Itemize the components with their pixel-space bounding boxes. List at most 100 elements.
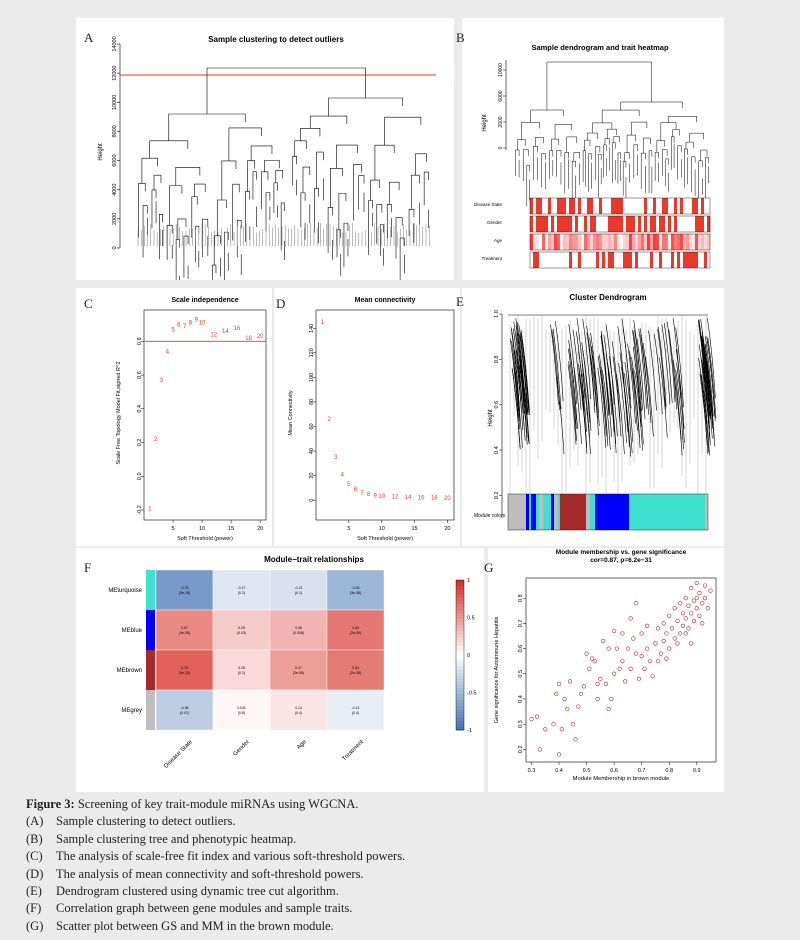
- panel-e-branch: [509, 338, 519, 419]
- data-point: [689, 641, 694, 646]
- panel-a-branch: [338, 193, 347, 230]
- panel-b-heat-cell: [530, 216, 534, 232]
- panel-b-heat-cell: [578, 234, 582, 250]
- panel-a-branch: [212, 264, 217, 276]
- panel-b-heat-cell: [596, 216, 600, 232]
- data-point: [678, 631, 683, 636]
- y-tick-label: 0.0: [137, 472, 143, 480]
- panel-b-heat-cell: [539, 198, 543, 214]
- legend-gradient-step: [456, 658, 464, 662]
- panel-b-heat-cell: [608, 234, 612, 250]
- panel-b-heat-cell: [575, 252, 579, 268]
- legend-gradient-step: [456, 622, 464, 626]
- panel-a-branch: [216, 199, 227, 236]
- panel-a-branch: [142, 205, 148, 240]
- panel-e-branch: [612, 356, 622, 437]
- data-point: [639, 654, 644, 659]
- y-tick-label: 0.5: [518, 670, 524, 678]
- panel-b-heat-cell: [677, 216, 681, 232]
- panel-e-branch: [661, 324, 671, 405]
- panel-b-heat-cell: [554, 252, 558, 268]
- panel-b-branch: [566, 136, 577, 153]
- panel-b-heat-cell: [533, 216, 537, 232]
- data-point-label: 14: [222, 329, 229, 335]
- panel-a-branch: [280, 202, 285, 236]
- panel-b-branch: [586, 132, 598, 141]
- panel-b-heat-cell: [572, 252, 576, 268]
- panel-b-heat-cell: [656, 252, 660, 268]
- y-tick-label: 0.8: [518, 594, 524, 602]
- panel-e-branch: [635, 364, 644, 445]
- panel-b-heat-cell: [557, 252, 561, 268]
- caption-item-text: Scatter plot between GS and MM in the br…: [56, 918, 334, 933]
- data-point: [667, 613, 672, 618]
- heatmap-cell-value: -0.36: [181, 706, 189, 710]
- module-row-label: MEblue: [122, 628, 143, 634]
- panel-e-branch: [698, 358, 707, 439]
- panel-b-heat-cell: [644, 252, 648, 268]
- module-row-label: MEgrey: [121, 708, 142, 714]
- heatmap-cell: [269, 609, 328, 651]
- panel-e-branch: [654, 334, 663, 415]
- panel-b-branch: [601, 109, 640, 123]
- y-tick-label: 20: [309, 473, 315, 479]
- panel-e-branch: [611, 341, 621, 422]
- panel-e-branch: [623, 373, 633, 454]
- panel-b-heat-cell: [647, 252, 651, 268]
- panel-g: Module membership vs. gene significance c…: [488, 548, 724, 792]
- data-point-label: 7: [360, 491, 364, 497]
- heatmap-cell: [155, 649, 214, 691]
- panel-b-heat-cell: [575, 198, 579, 214]
- panel-b-heat-cell: [683, 216, 687, 232]
- legend-gradient-step: [456, 667, 464, 671]
- panel-e-branch: [581, 342, 591, 423]
- panel-b-tick-label: 2000: [498, 116, 504, 127]
- panel-b-heat-cell: [650, 216, 654, 232]
- panel-e: Cluster Dendrogram Height 0.2 0.4 0.6 0.8 1.…: [462, 288, 724, 546]
- panel-b-heat-cell: [689, 252, 693, 268]
- caption-item-text: The analysis of scale-free fit index and…: [56, 849, 406, 864]
- panel-b-heat-cell: [668, 198, 672, 214]
- panel-e-branch: [511, 349, 521, 430]
- data-point: [620, 631, 625, 636]
- data-point: [691, 618, 697, 623]
- panel-b-heat-cell: [557, 234, 561, 250]
- panel-b-ticks: 0 2000 6000 10000: [498, 63, 506, 149]
- panel-b-heat-cell: [689, 216, 693, 232]
- legend-gradient-step: [456, 604, 464, 608]
- heatmap-cell-value: 0.12: [295, 706, 302, 710]
- panel-e-branch: [700, 372, 709, 453]
- panel-b-heat-cell: [668, 216, 672, 232]
- panel-e-branch: [516, 322, 526, 403]
- data-point-label: 3: [334, 455, 338, 461]
- panel-a-branch: [314, 188, 319, 214]
- panel-e-branch: [642, 343, 652, 424]
- panel-b-heat-cell: [596, 198, 600, 214]
- panel-b-heat-cell: [596, 234, 600, 250]
- panel-label-b: B: [456, 30, 465, 45]
- panel-a-branch: [411, 174, 420, 210]
- panel-b-heat-cell: [560, 198, 564, 214]
- panel-e-module-color: [595, 494, 629, 530]
- legend-tick-label: 0: [467, 653, 470, 659]
- panel-e-branch: [634, 370, 643, 451]
- panel-b-heat-cell: [698, 234, 702, 250]
- panel-e-module-color: [554, 494, 558, 530]
- data-point-label: 1: [148, 506, 152, 512]
- panel-b-heat-cell: [620, 234, 624, 250]
- panel-e-module-color: [705, 494, 708, 530]
- legend-gradient-step: [456, 640, 464, 644]
- panel-e-tick-label: 1.0: [494, 310, 500, 318]
- panel-b-trait-row: [529, 197, 711, 215]
- y-tick-label: 0: [309, 499, 315, 502]
- panel-b-heat-cell: [671, 198, 675, 214]
- panel-a-branch: [138, 183, 146, 220]
- chart-title: Module membership vs. gene significance: [556, 549, 687, 556]
- panel-e-branch: [668, 329, 678, 410]
- panel-e-branch: [600, 335, 610, 417]
- panel-e-branch: [599, 354, 608, 435]
- panel-a-branch: [213, 235, 221, 266]
- panel-b-heat-cell: [548, 198, 552, 214]
- panel-b-heat-cell: [569, 216, 573, 232]
- data-point: [601, 638, 606, 644]
